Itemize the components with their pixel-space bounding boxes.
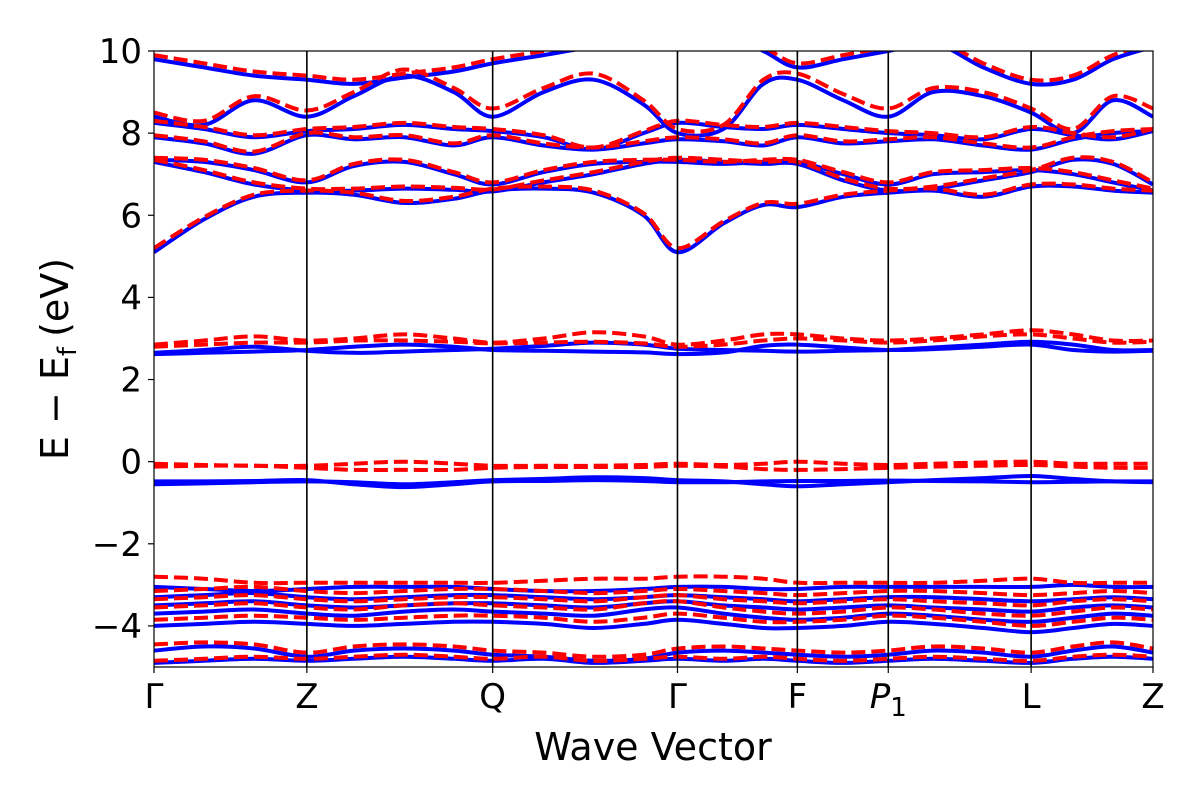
dashed-band-line-13 bbox=[154, 155, 1153, 191]
dashed-band-line-16 bbox=[154, 67, 1153, 134]
y-axis-label-unit: (eV) bbox=[33, 258, 77, 337]
solid-band-line-17 bbox=[154, 51, 1146, 87]
y-tick-label-7: 10 bbox=[99, 32, 142, 72]
x-tick-label-main-1: Z bbox=[295, 677, 318, 717]
x-tick-label-3: Γ bbox=[668, 677, 687, 717]
x-tick-label-7: Z bbox=[1141, 677, 1164, 717]
y-tick-label-3: 2 bbox=[120, 361, 142, 401]
x-axis-label: Wave Vector bbox=[534, 725, 772, 769]
x-tick-label-main-3: Γ bbox=[668, 677, 687, 717]
plot-frame bbox=[153, 50, 1154, 668]
x-tick-label-5: P1 bbox=[870, 677, 907, 723]
x-tick-label-main-6: L bbox=[1022, 677, 1041, 717]
x-tick-label-sub-5: 1 bbox=[890, 693, 907, 723]
y-tick-label-2: 0 bbox=[120, 443, 142, 483]
dashed-band-line-17 bbox=[154, 51, 1132, 83]
x-tick-label-main-2: Q bbox=[479, 677, 506, 717]
x-tick-label-main-4: F bbox=[788, 677, 808, 717]
y-tick-label-6: 8 bbox=[120, 114, 142, 154]
y-tick-label-5: 6 bbox=[120, 196, 142, 236]
x-tick-label-main-7: Z bbox=[1141, 677, 1164, 717]
x-tick-label-0: Γ bbox=[145, 677, 164, 717]
x-axis-ticks: Γ Z Q Γ F P1 L Z bbox=[145, 667, 1165, 723]
y-axis-ticks: −4 −2 0 2 4 6 8 10 bbox=[92, 32, 154, 647]
y-tick-label-4: 4 bbox=[120, 278, 142, 318]
x-tick-label-main-5: P bbox=[870, 677, 891, 717]
y-axis-label-main: E − E bbox=[33, 356, 77, 460]
x-tick-label-1: Z bbox=[295, 677, 318, 717]
y-axis-label-sub: f bbox=[53, 346, 83, 356]
x-tick-label-4: F bbox=[788, 677, 808, 717]
x-tick-label-main-0: Γ bbox=[145, 677, 164, 717]
y-tick-label-0: −4 bbox=[92, 607, 142, 647]
x-tick-label-6: L bbox=[1022, 677, 1041, 717]
y-tick-label-1: −2 bbox=[92, 525, 142, 565]
x-tick-label-2: Q bbox=[479, 677, 506, 717]
y-axis-label: E − Ef (eV) bbox=[33, 258, 83, 460]
high-symmetry-lines bbox=[306, 51, 1032, 667]
